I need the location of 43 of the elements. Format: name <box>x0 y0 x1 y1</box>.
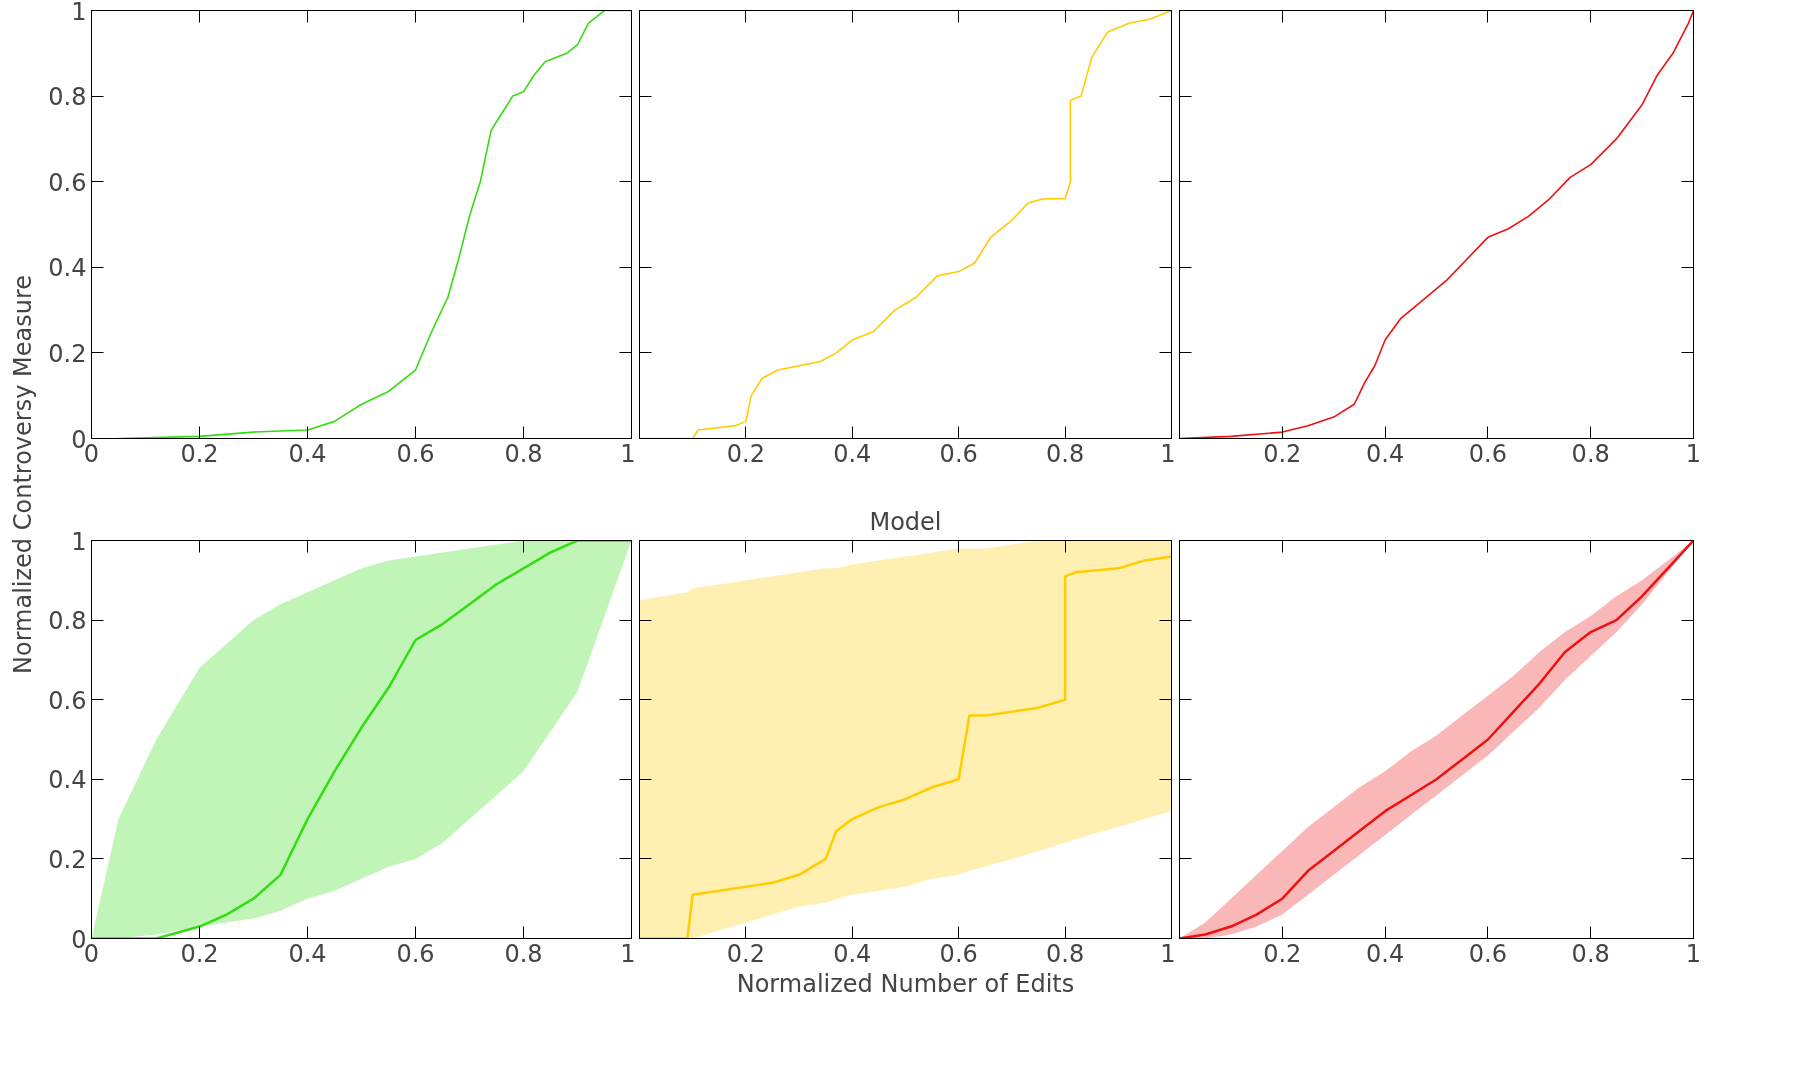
x-tick-label: 1 <box>1160 939 1176 968</box>
x-tick-label: 0.8 <box>504 939 543 968</box>
y-tick-label: 1 <box>71 0 87 26</box>
x-tick-label: 0.2 <box>1263 439 1302 468</box>
x-tick-label: 0.6 <box>396 439 435 468</box>
x-axis-title: Normalized Number of Edits <box>736 969 1075 998</box>
x-tick-label: 0.6 <box>1468 939 1507 968</box>
x-tick-label: 0.4 <box>288 439 327 468</box>
x-tick-label: 1 <box>1685 439 1702 468</box>
x-tick-label: 0.2 <box>180 439 219 468</box>
y-tick-label: 0.2 <box>48 339 87 368</box>
x-tick-label: 0.8 <box>1046 439 1085 468</box>
x-tick-label: 0.2 <box>1263 939 1302 968</box>
y-tick-label: 0.6 <box>48 168 87 197</box>
x-tick-label: 0.6 <box>939 939 978 968</box>
x-tick-label: 0.4 <box>288 939 327 968</box>
y-tick-label: 0.6 <box>48 686 87 715</box>
x-tick-label: 0.6 <box>939 439 978 468</box>
x-tick-label: 0.4 <box>833 939 872 968</box>
x-tick-label: 0.6 <box>396 939 435 968</box>
x-tick-label: 1 <box>1160 439 1176 468</box>
x-tick-label: 0.2 <box>180 939 219 968</box>
x-tick-label: 0.4 <box>1366 439 1405 468</box>
y-tick-label: 0.2 <box>48 845 87 874</box>
x-tick-label: 1 <box>1685 939 1702 968</box>
x-tick-label: 0.4 <box>833 439 872 468</box>
y-tick-label: 0.8 <box>48 83 87 112</box>
y-tick-label: 0.4 <box>48 254 87 283</box>
x-tick-label: 0.8 <box>1571 439 1610 468</box>
x-tick-label: 0.2 <box>726 939 765 968</box>
x-tick-label: 0.8 <box>1571 939 1610 968</box>
x-tick-label: 0.2 <box>726 439 765 468</box>
x-tick-label: 1 <box>620 939 636 968</box>
y-axis-title: Normalized Controversy Measure <box>9 274 37 674</box>
x-tick-label: 0.4 <box>1366 939 1405 968</box>
x-tick-label: 0.8 <box>1046 939 1085 968</box>
chart-title: Model <box>869 507 942 536</box>
y-tick-label: 0.4 <box>48 766 87 795</box>
x-tick-label: 1 <box>620 439 636 468</box>
y-tick-label: 1 <box>71 527 87 556</box>
x-tick-label: 0.6 <box>1468 439 1507 468</box>
x-tick-label: 0.8 <box>504 439 543 468</box>
y-tick-label: 0.8 <box>48 607 87 636</box>
